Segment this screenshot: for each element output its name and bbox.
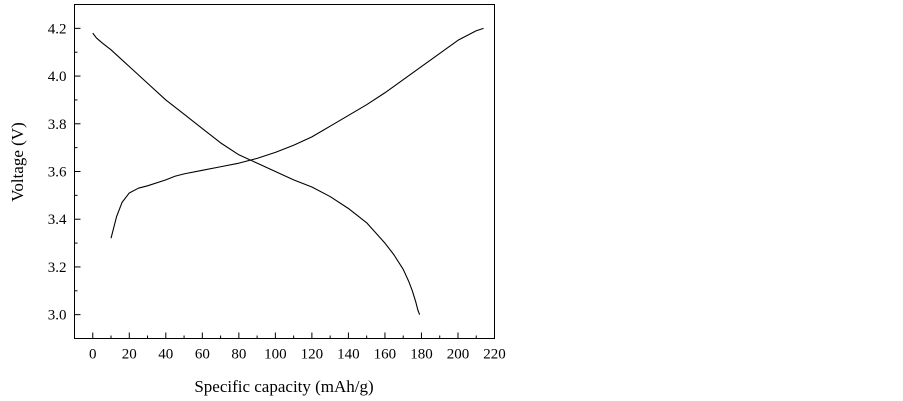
x-tick-label: 160 [374,347,397,363]
x-tick-label: 180 [410,347,433,363]
discharge-curve [92,32,421,315]
x-tick-label: 140 [337,347,360,363]
x-tick-label: 60 [195,347,210,363]
x-axis-title: Specific capacity (mAh/g) [194,377,373,396]
x-tick-label: 100 [264,347,287,363]
x-tick-label: 40 [158,347,173,363]
x-tick-label: 20 [122,347,137,363]
x-tick-label: 200 [447,347,470,363]
y-tick-label: 3.0 [48,308,67,324]
y-ticks [74,27,81,316]
y-tick-label: 3.8 [48,117,67,133]
x-tick-label: 220 [483,347,506,363]
x-tick-label: 0 [89,347,97,363]
series-group [92,27,484,315]
x-tick-label: 80 [231,347,246,363]
y-tick-label: 3.4 [48,212,67,228]
y-tick-label: 4.2 [48,21,67,37]
x-tick-labels: 0 20 40 60 80 100 120 140 160 180 200 220 [89,347,506,363]
x-tick-label: 120 [301,347,324,363]
y-tick-label: 3.6 [48,165,67,181]
y-tick-label: 3.2 [48,260,67,276]
y-tick-label: 4.0 [48,69,67,85]
y-tick-labels: 3.0 3.2 3.4 3.6 3.8 4.0 4.2 [48,21,67,323]
y-axis-title: Voltage (V) [8,122,27,201]
x-ticks [92,332,495,339]
charge-curve [110,27,484,239]
plot-frame [74,4,495,339]
